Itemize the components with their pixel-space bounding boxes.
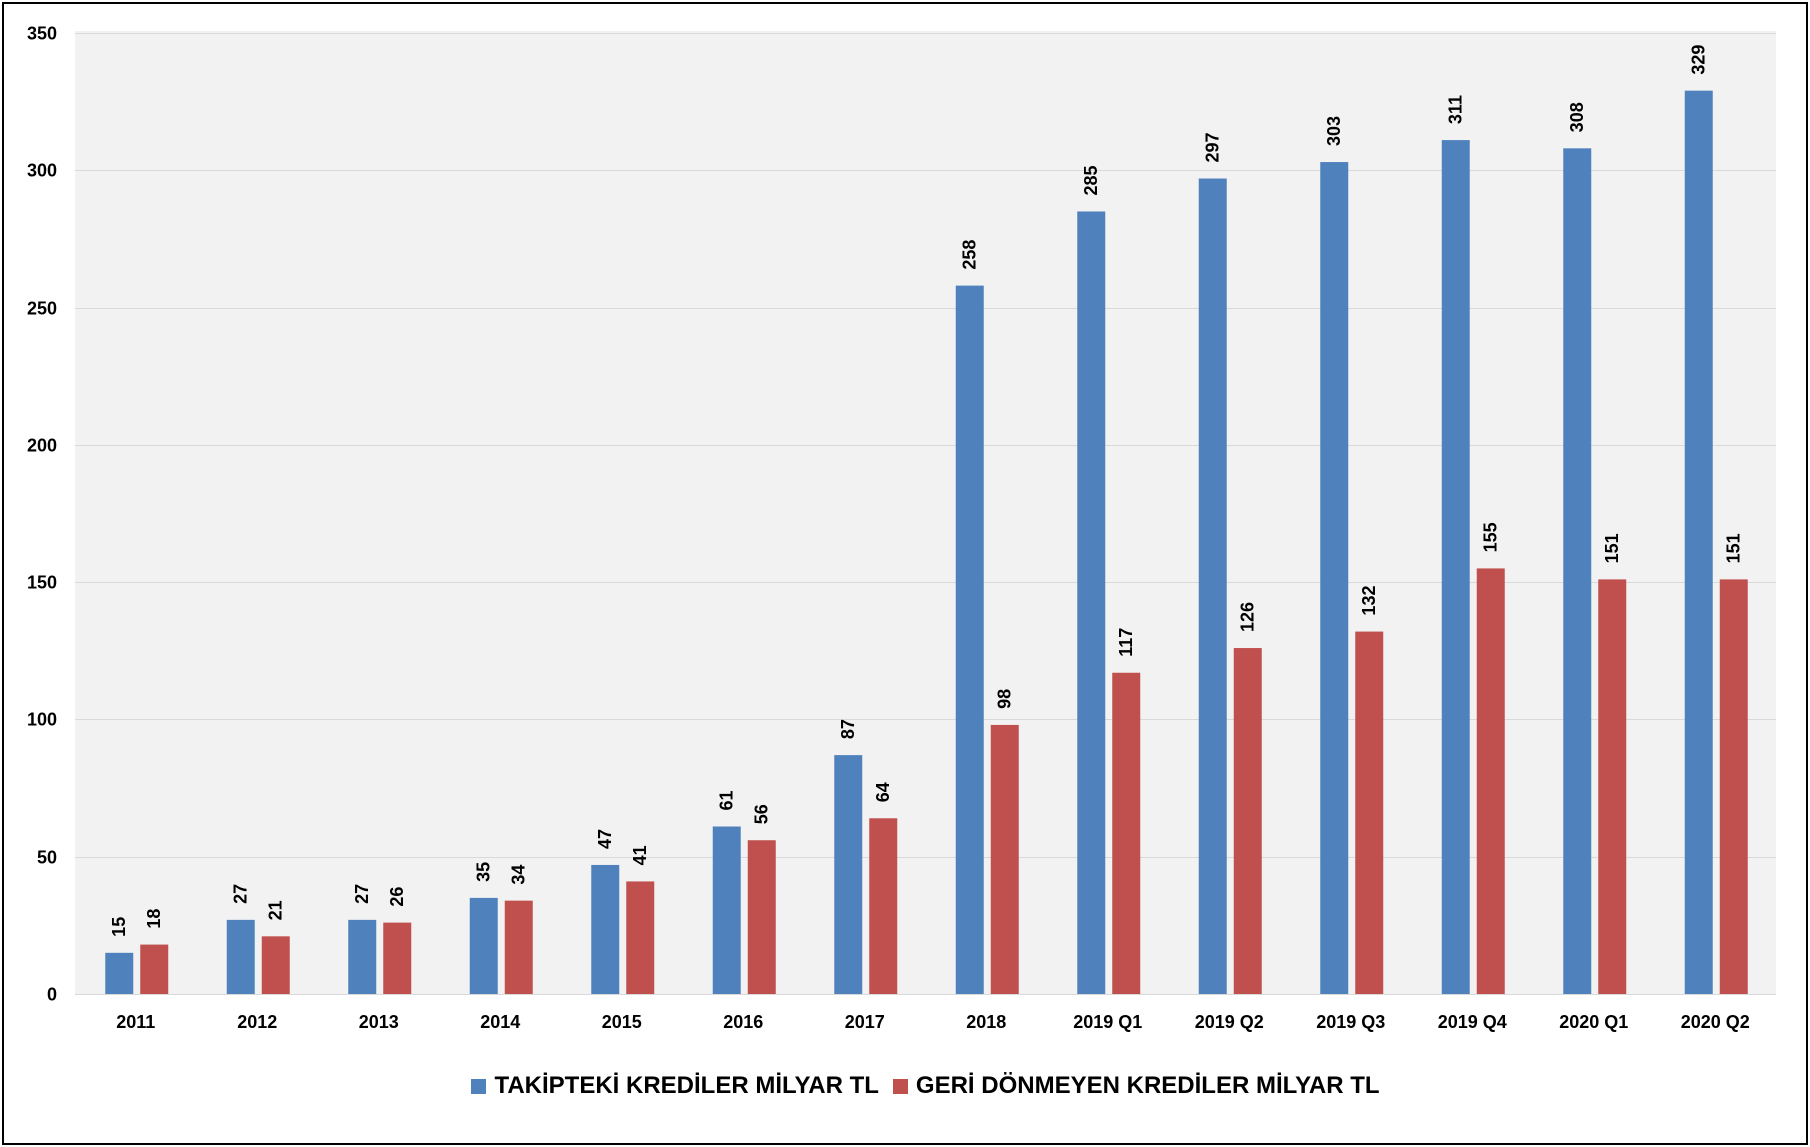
data-label-series-1: 285 (1081, 165, 1101, 195)
x-tick-label: 2019 Q1 (1073, 1012, 1142, 1032)
data-label-series-2: 151 (1724, 533, 1744, 563)
bars (105, 90, 1748, 995)
bar-series-2 (990, 724, 1019, 994)
x-tick-label: 2013 (359, 1012, 399, 1032)
data-label-series-2: 41 (630, 845, 650, 865)
data-label-series-2: 34 (509, 865, 529, 885)
y-tick-label: 250 (27, 299, 57, 319)
x-tick-label: 2019 Q4 (1438, 1012, 1507, 1032)
legend-item-series-1: TAKİPTEKİ KREDİLER MİLYAR TL (471, 1070, 879, 1102)
x-tick-label: 2017 (845, 1012, 885, 1032)
bar-series-1 (1563, 148, 1592, 994)
data-label-series-1: 15 (109, 917, 129, 937)
bar-series-2 (504, 900, 533, 994)
data-label-series-2: 26 (387, 887, 407, 907)
x-axis-tick-labels: 2011 2012 2013 2014 2015 2016 2017 2018 2019 Q1 2… (116, 1012, 1750, 1032)
data-labels: 15 18 27 21 27 26 35 34 47 41 61 56 87 64 258 98 285 117 2… (109, 45, 1744, 937)
bar-series-1 (348, 919, 377, 994)
data-label-series-2: 151 (1602, 533, 1622, 563)
data-label-series-1: 87 (838, 719, 858, 739)
y-tick-label: 50 (37, 848, 57, 868)
data-label-series-2: 155 (1481, 522, 1501, 552)
bar-series-1 (834, 755, 863, 994)
bar-series-2 (1112, 672, 1141, 994)
y-tick-label: 100 (27, 710, 57, 730)
x-tick-label: 2020 Q2 (1681, 1012, 1750, 1032)
data-label-series-1: 35 (474, 862, 494, 882)
bar-series-2 (261, 936, 290, 994)
bar-series-2 (626, 881, 655, 994)
legend-swatch-series-2 (892, 1078, 908, 1094)
data-label-series-1: 27 (352, 884, 372, 904)
bar-series-1 (591, 864, 620, 994)
data-label-series-2: 18 (144, 909, 164, 929)
data-label-series-2: 64 (873, 782, 893, 802)
data-label-series-1: 297 (1203, 132, 1223, 162)
data-label-series-2: 98 (995, 689, 1015, 709)
bar-series-1 (1198, 178, 1227, 995)
x-tick-label: 2018 (966, 1012, 1006, 1032)
bar-series-1 (1684, 90, 1713, 994)
y-tick-label: 150 (27, 573, 57, 593)
data-label-series-2: 21 (266, 900, 286, 920)
bar-series-1 (1441, 140, 1470, 994)
legend-label-series-1: TAKİPTEKİ KREDİLER MİLYAR TL (494, 1072, 879, 1099)
plot-area (75, 31, 1776, 994)
y-axis-tick-labels: 0 50 100 150 200 250 300 350 (27, 24, 57, 1005)
x-tick-label: 2016 (723, 1012, 763, 1032)
bar-series-2 (869, 818, 898, 994)
x-tick-label: 2012 (237, 1012, 277, 1032)
bar-series-1 (469, 897, 498, 994)
data-label-series-2: 126 (1238, 602, 1258, 632)
data-label-series-1: 27 (231, 884, 251, 904)
data-label-series-2: 56 (752, 804, 772, 824)
bar-series-1 (712, 826, 741, 994)
bar-series-2 (140, 944, 169, 994)
x-tick-label: 2019 Q3 (1316, 1012, 1385, 1032)
data-label-series-1: 61 (717, 790, 737, 810)
data-label-series-1: 329 (1689, 45, 1709, 75)
bar-series-2 (1719, 579, 1748, 994)
x-tick-label: 2020 Q1 (1559, 1012, 1628, 1032)
y-tick-label: 0 (47, 985, 57, 1005)
x-tick-label: 2011 (116, 1012, 155, 1032)
bar-series-2 (1233, 648, 1262, 994)
x-tick-label: 2014 (480, 1012, 520, 1032)
data-label-series-2: 132 (1359, 586, 1379, 616)
bar-series-1 (105, 952, 134, 994)
data-label-series-1: 258 (960, 240, 980, 270)
x-tick-label: 2015 (602, 1012, 642, 1032)
data-label-series-1: 311 (1446, 95, 1466, 124)
legend: TAKİPTEKİ KREDİLER MİLYAR TL GERİ DÖNMEY… (75, 1070, 1776, 1102)
bar-series-2 (1476, 568, 1505, 994)
legend-swatch-series-1 (471, 1078, 487, 1094)
bar-series-1 (226, 919, 255, 994)
data-label-series-1: 303 (1324, 116, 1344, 146)
data-label-series-1: 47 (595, 829, 615, 849)
y-tick-label: 200 (27, 436, 57, 456)
bar-series-1 (955, 285, 984, 994)
bar-series-2 (383, 922, 412, 994)
y-tick-label: 350 (27, 24, 57, 44)
x-tick-label: 2019 Q2 (1195, 1012, 1264, 1032)
data-label-series-2: 117 (1116, 628, 1136, 657)
legend-item-series-2: GERİ DÖNMEYEN KREDİLER MİLYAR TL (892, 1070, 1380, 1102)
bar-series-2 (1355, 631, 1384, 994)
legend-label-series-2: GERİ DÖNMEYEN KREDİLER MİLYAR TL (915, 1072, 1380, 1099)
bar-series-1 (1077, 211, 1106, 994)
bar-series-1 (1320, 162, 1349, 994)
bar-series-2 (1598, 579, 1627, 994)
data-label-series-1: 308 (1567, 102, 1587, 132)
bar-series-2 (747, 840, 776, 994)
y-tick-label: 300 (27, 161, 57, 181)
